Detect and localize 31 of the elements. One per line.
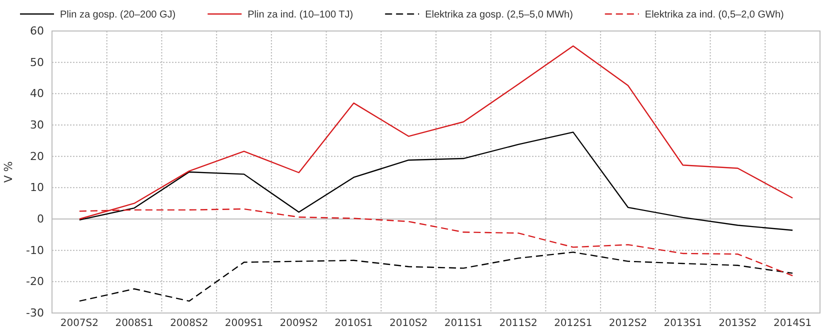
line-series xyxy=(78,132,794,231)
legend-label: Plin za gosp. (20–200 GJ) xyxy=(60,10,176,20)
x-tick-label: 2014S1 xyxy=(773,318,812,330)
y-tick-label: 10 xyxy=(30,181,44,194)
x-tick-label: 2009S1 xyxy=(224,318,264,330)
y-axis-title: V % xyxy=(2,161,15,183)
y-tick-label: 50 xyxy=(30,56,44,69)
line-series xyxy=(78,252,794,302)
x-tick-label: 2013S2 xyxy=(718,318,757,330)
legend-label: Elektrika za gosp. (2,5–5,0 MWh) xyxy=(425,10,573,20)
x-tick-label: 2010S2 xyxy=(389,318,428,330)
x-tick-label: 2008S2 xyxy=(170,318,208,330)
x-tick-label: 2012S2 xyxy=(608,318,648,330)
x-tick-label: 2008S1 xyxy=(115,318,154,330)
y-tick-label: 60 xyxy=(30,24,44,38)
legend-label: Plin za ind. (10–100 TJ) xyxy=(248,10,354,20)
x-tick-label: 2009S2 xyxy=(280,318,318,330)
x-tick-label: 2012S1 xyxy=(554,318,592,330)
y-tick-label: -20 xyxy=(26,275,44,288)
y-tick-label: -10 xyxy=(26,244,44,257)
x-tick-label: 2010S1 xyxy=(334,318,373,330)
legend-label: Elektrika za ind. (0,5–2,0 GWh) xyxy=(644,10,784,20)
x-tick-label: 2013S1 xyxy=(664,318,702,330)
y-tick-label: 30 xyxy=(30,118,44,132)
x-tick-label: 2007S2 xyxy=(60,318,99,330)
x-tick-label: 2011S2 xyxy=(499,318,538,330)
x-tick-label: 2011S1 xyxy=(444,318,483,330)
y-tick-label: 0 xyxy=(37,212,44,226)
y-tick-label: 40 xyxy=(30,87,44,100)
y-tick-label: -30 xyxy=(26,306,44,320)
y-tick-label: 20 xyxy=(30,150,44,163)
